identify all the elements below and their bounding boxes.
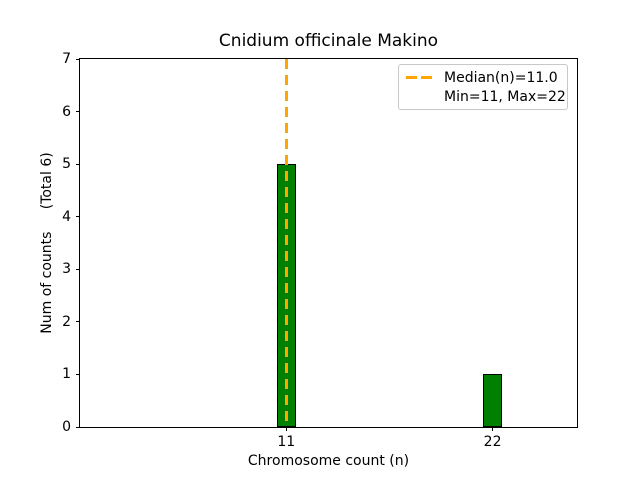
- chart-title: Cnidium officinale Makino: [218, 31, 439, 51]
- legend-entry-minmax: Min=11, Max=22: [406, 87, 566, 106]
- median-line: [284, 59, 288, 427]
- y-tick-label: 4: [62, 208, 71, 225]
- plot-area: [79, 58, 578, 428]
- x-tick-label: 22: [483, 434, 502, 450]
- x-tick: [285, 427, 287, 431]
- y-tick-label: 6: [62, 103, 71, 120]
- y-tick: [76, 426, 80, 428]
- x-tick: [492, 427, 494, 431]
- x-tick-label: 11: [277, 434, 296, 450]
- y-tick: [76, 321, 80, 323]
- legend-entry-median: Median(n)=11.0: [406, 68, 560, 87]
- y-tick: [76, 268, 80, 270]
- y-tick: [76, 163, 80, 165]
- bar-22: [483, 374, 502, 427]
- y-tick-label: 5: [62, 156, 71, 173]
- legend: Median(n)=11.0 Min=11, Max=22: [398, 64, 568, 110]
- legend-label-median: Median(n)=11.0: [444, 69, 558, 86]
- y-axis-label: Num of counts (Total 6): [39, 152, 55, 334]
- legend-empty-swatch: [406, 95, 436, 98]
- x-axis-label: Chromosome count (n): [247, 453, 410, 469]
- y-tick: [76, 111, 80, 113]
- y-tick: [76, 373, 80, 375]
- y-tick: [76, 216, 80, 218]
- legend-label-minmax: Min=11, Max=22: [444, 88, 566, 105]
- y-tick-label: 2: [62, 313, 71, 330]
- y-tick-label: 1: [62, 366, 71, 383]
- y-tick-label: 7: [62, 51, 71, 67]
- y-tick-label: 3: [62, 261, 71, 278]
- y-tick-label: 0: [62, 419, 71, 435]
- median-dashed-line-swatch: [406, 76, 436, 79]
- y-tick: [76, 58, 80, 60]
